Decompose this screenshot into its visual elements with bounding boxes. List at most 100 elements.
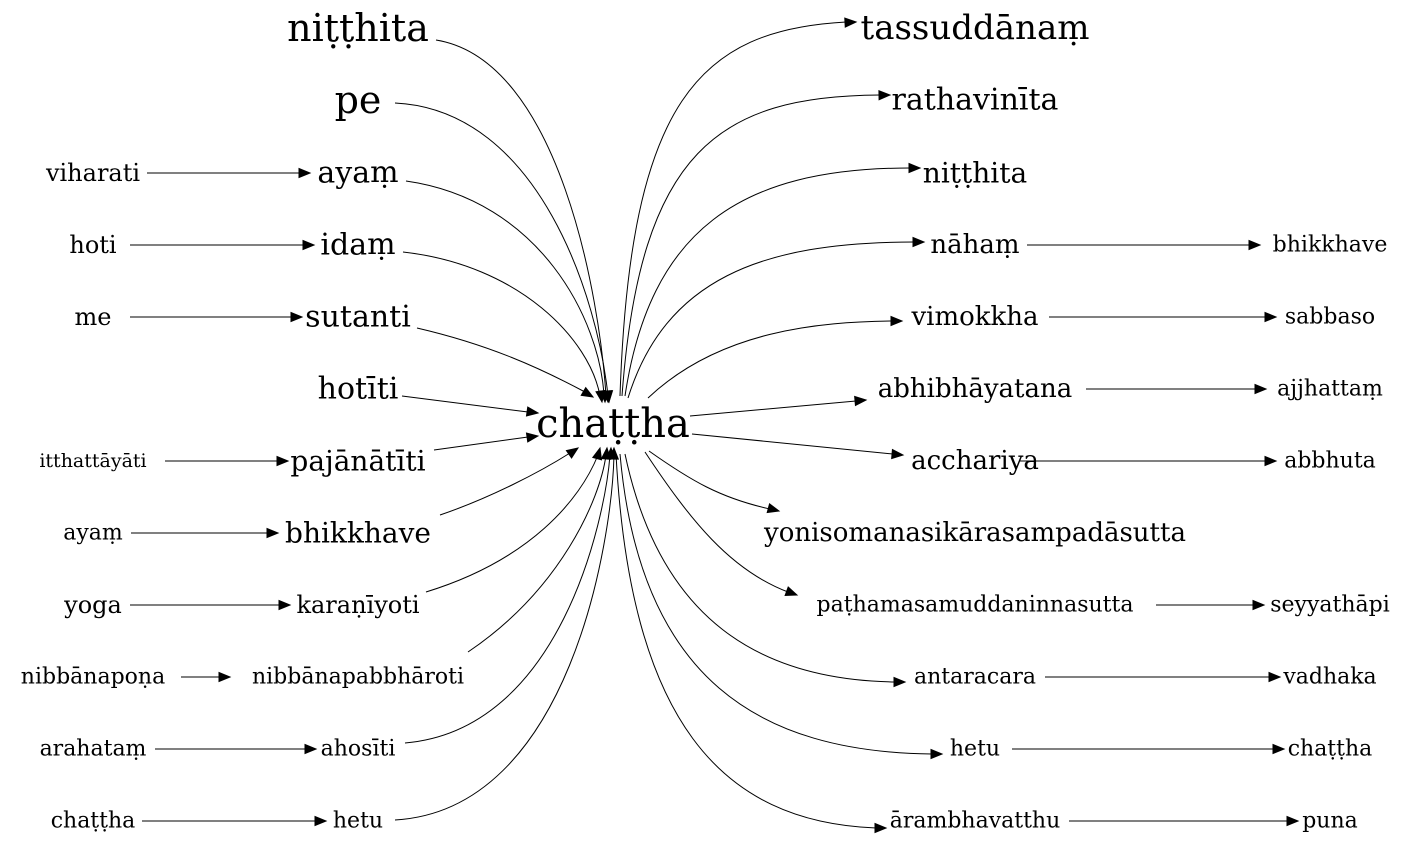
node-label: ayaṃ [63,521,123,546]
edge-line [405,180,605,397]
arrowhead [890,315,904,327]
arrowhead [1272,743,1286,755]
edge-chattha-to-abhibhayatana [689,395,868,417]
node-label: pajānātīti [290,445,425,478]
edge-nitthita-to-chattha [435,39,613,404]
arrowhead [1248,239,1262,251]
edge-line [404,454,611,744]
arrowhead [891,448,905,460]
node-label: puna [1302,809,1358,834]
edge-line [627,241,915,399]
edge-line [615,453,877,829]
edge-line [394,102,609,397]
arrowhead [1286,815,1300,827]
edge-line [402,251,601,397]
arrowhead [580,386,595,398]
arrowhead [302,239,316,251]
edge-line [648,450,771,510]
edge-hoti-to-idam [130,239,316,251]
node-label: idaṃ [320,228,395,263]
node-label: yonisomanasikārasampadāsutta [763,518,1186,548]
edge-arambhavatthu-to-puna [1069,815,1300,827]
arrowhead [1268,671,1282,683]
edge-chattha-to-tassuddanam [619,17,858,397]
node-label: ārambhavatthu [890,809,1061,834]
edge-yoga-to-karaniyoti [130,599,292,611]
arrowhead [854,395,868,407]
edge-bhikkhave-to-chattha [439,447,580,516]
node-label: acchariya [911,446,1039,476]
edge-line [619,453,933,755]
node-label: sutanti [305,300,411,335]
edge-line [624,167,911,397]
edge-chattha-to-hetu [619,453,944,760]
edge-arahatam-to-ahositi [155,743,318,755]
edge-idam-to-chattha [402,251,606,404]
edge-hetu-to-chattha [1012,743,1286,755]
edge-chattha-to-yonisomanasikarasampadasutta [648,450,781,514]
edge-chattha-to-vimokkha [647,315,904,399]
nodes: niṭṭhita pe viharati ayaṃ hoti idaṃ me sutanti h… [21,6,1390,834]
node-label: karaṇīyoti [296,591,419,619]
edge-chattha-to-pathamasamuddaninnasutta [644,451,799,596]
edge-chattha-to-nitthita [624,162,922,397]
arrowhead [1264,455,1278,467]
edge-pathamasamuddaninnasutta-to-seyyathapi [1156,599,1266,611]
edge-pajanatiti-to-chattha [433,432,540,451]
edge-line [394,454,615,821]
edge-line [619,21,847,397]
edge-ayam-to-chattha [405,180,610,404]
center-node: chaṭṭha [536,401,690,447]
arrowhead [1264,311,1278,323]
edge-antaracara-to-vadhaka [1045,671,1282,683]
arrowhead [595,389,606,404]
node-label: seyyathāpi [1270,593,1390,618]
node-label: hetu [333,809,383,834]
arrowhead [525,406,540,417]
arrowhead [525,432,540,443]
arrowhead [266,527,280,539]
edge-pe-to-chattha [394,102,614,404]
arrowhead [893,676,907,688]
node-label: itthattāyāti [39,450,146,472]
edge-chattha-to-naham [627,236,926,399]
arrowhead [290,311,304,323]
node-label: pe [335,78,382,122]
arrowhead [766,502,781,514]
edge-line [644,451,789,593]
edge-acchariya-to-abbhuta [1019,455,1278,467]
edge-line [467,454,607,653]
node-label: rathavinīta [892,83,1059,118]
edge-chattha-to-antaracara [624,453,907,688]
node-label: chaṭṭha [51,809,136,834]
arrowhead [298,167,312,179]
arrowhead [908,162,922,174]
arrowhead [218,671,232,683]
node-label: hetu [950,737,1000,762]
node-label: antaracara [914,665,1036,690]
node-label: tassuddānaṃ [861,8,1090,48]
edge-line [439,452,571,516]
edge-ahositi-to-chattha [404,446,616,744]
edge-ayam-to-bhikkhave [131,527,280,539]
node-label: vimokkha [910,302,1038,332]
node-label: me [75,303,112,331]
edge-line [433,436,529,451]
edge-hetu-to-chattha [394,446,620,821]
node-label: hotīti [318,372,399,407]
edge-sutanti-to-chattha [416,327,595,398]
node-label: viharati [45,159,140,187]
edge-viharati-to-ayam [147,167,312,179]
edge-line [689,400,857,417]
edge-hotiti-to-chattha [401,395,540,417]
node-label: ahosīti [321,737,396,762]
arrowhead [874,822,888,834]
node-label: nibbānapoṇa [21,665,165,690]
arrowhead [304,743,318,755]
node-label: hoti [69,231,117,259]
edge-abhibhayatana-to-ajjhattam [1086,383,1268,395]
edge-line [691,433,894,455]
node-label: chaṭṭha [1288,737,1373,762]
node-label: nibbānapabbhāroti [252,665,464,690]
